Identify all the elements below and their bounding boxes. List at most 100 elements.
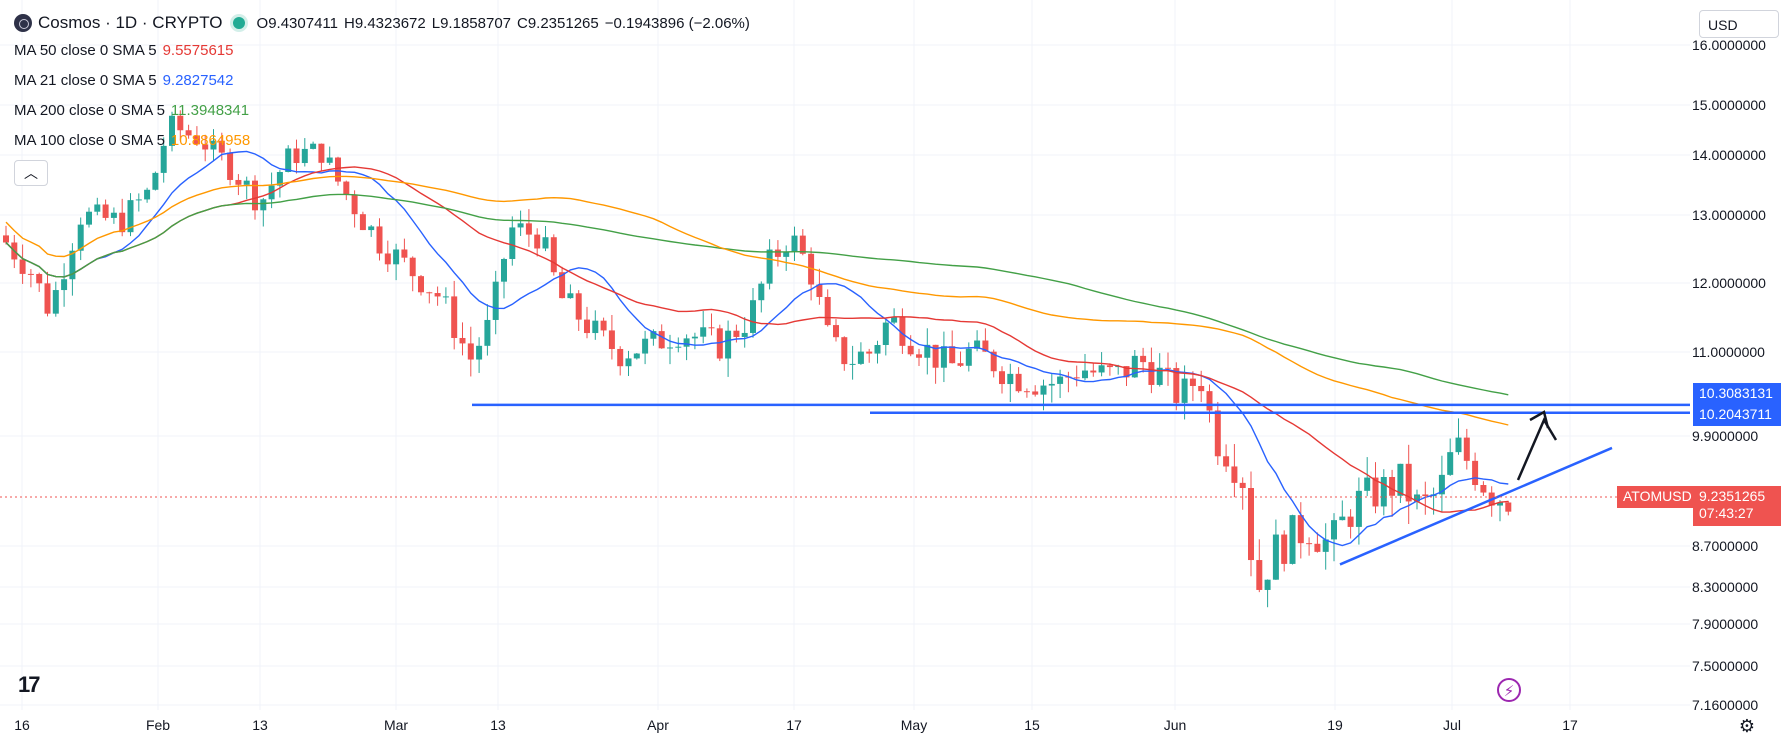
candle-body (608, 330, 615, 349)
x-tick-label: 17 (1562, 717, 1578, 733)
y-tick-label: 7.5000000 (1692, 658, 1758, 674)
candle-body (916, 354, 922, 358)
candle-body (1397, 463, 1404, 496)
candle-body (94, 204, 101, 212)
candle-body (1248, 488, 1254, 561)
candle-body (1173, 368, 1180, 403)
candle-body (1073, 377, 1080, 379)
candle-body (542, 237, 549, 249)
indicator-ma21[interactable]: MA 21 close 0 SMA 5 9.2827542 (14, 66, 750, 96)
indicator-label: MA 21 close 0 SMA 5 (14, 72, 157, 89)
candle-body (1405, 463, 1412, 502)
indicator-ma100[interactable]: MA 100 close 0 SMA 5 10.8864958 (14, 126, 750, 156)
collapse-legend-button[interactable]: ︿ (14, 160, 48, 186)
candle-body (326, 157, 333, 163)
x-tick-label: 13 (252, 717, 268, 733)
candle-body (940, 346, 947, 368)
indicator-ma200[interactable]: MA 200 close 0 SMA 5 11.3948341 (14, 96, 750, 126)
symbol-title[interactable]: Cosmos · 1D · CRYPTO (38, 13, 223, 32)
candle-body (1297, 515, 1304, 544)
indicator-label: MA 50 close 0 SMA 5 (14, 42, 157, 59)
candle-body (874, 344, 881, 354)
candle-body (1289, 515, 1296, 564)
candle-body (808, 253, 815, 285)
candle-body (1165, 367, 1171, 369)
tradingview-logo-icon[interactable]: 17 (18, 672, 41, 697)
candle-body (642, 338, 649, 354)
candle-body (285, 148, 292, 172)
candle-body (3, 235, 9, 243)
candle-body (235, 179, 242, 185)
candle-body (276, 171, 283, 186)
candle-body (227, 152, 234, 180)
candle-body (833, 325, 839, 338)
candle-body (924, 344, 931, 358)
currency-select[interactable]: USD (1699, 10, 1779, 38)
candle-body (52, 290, 59, 314)
candle-body (1463, 437, 1470, 461)
candle-body (716, 328, 723, 359)
candle-body (260, 199, 267, 211)
candle-body (882, 322, 889, 345)
candle-body (351, 194, 358, 215)
x-tick-label: Mar (384, 717, 408, 733)
candle-body (667, 347, 673, 349)
candle-body (69, 250, 76, 280)
candle-body (509, 227, 516, 259)
candle-body (899, 316, 906, 346)
candle-body (1347, 516, 1354, 527)
y-tick-label: 13.0000000 (1692, 207, 1766, 223)
candle-body (77, 224, 84, 251)
candle-body (774, 249, 781, 257)
candle-body (152, 172, 159, 190)
indicator-value: 9.5575615 (162, 42, 234, 59)
x-tick-label: 15 (1024, 717, 1040, 733)
ma200-line (5, 193, 1509, 396)
symbol-header: Cosmos · 1D · CRYPTO O9.4307411 H9.43236… (14, 10, 750, 36)
x-tick-label: Apr (647, 717, 669, 733)
candle-body (658, 331, 665, 349)
candle-body (1505, 502, 1512, 512)
legend: Cosmos · 1D · CRYPTO O9.4307411 H9.43236… (14, 10, 750, 156)
x-tick-label: Feb (146, 717, 170, 733)
indicator-ma50[interactable]: MA 50 close 0 SMA 5 9.5575615 (14, 36, 750, 66)
candle-body (891, 316, 898, 323)
candle-body (451, 296, 458, 338)
candle-body (1223, 456, 1230, 467)
candle-body (1082, 370, 1088, 379)
candle-body (816, 284, 823, 297)
candle-body (1239, 482, 1246, 489)
candle-body (766, 249, 773, 284)
candle-body (393, 249, 400, 265)
lightning-icon[interactable]: ⚡ (1497, 678, 1521, 702)
candle-body (517, 223, 524, 228)
candle-body (1272, 534, 1279, 580)
candle-body (758, 283, 765, 301)
candle-body (44, 283, 51, 314)
candle-body (293, 148, 300, 164)
candle-body (907, 345, 914, 355)
ma100-line (5, 175, 1509, 426)
candle-body (135, 199, 142, 201)
candle-body (1264, 579, 1271, 590)
y-tick-label: 12.0000000 (1692, 275, 1766, 291)
candle-body (675, 346, 682, 348)
market-status-icon[interactable] (232, 17, 245, 29)
candle-body (1256, 560, 1263, 590)
candle-body (119, 212, 126, 233)
settings-gear-icon[interactable]: ⚙ (1738, 716, 1755, 736)
candle-body (1131, 355, 1138, 378)
candle-body (169, 115, 175, 146)
candle-body (857, 351, 864, 364)
candle-body (218, 140, 225, 153)
level-label-lower: 10.2043711 (1693, 404, 1781, 426)
candle-body (683, 338, 690, 347)
y-tick-label: 9.9000000 (1692, 428, 1758, 444)
candle-body (1389, 477, 1396, 496)
candle-body (1198, 385, 1205, 392)
ohlc-open: O9.4307411 (256, 14, 338, 32)
candle-body (965, 348, 972, 366)
level-label-upper: 10.3083131 (1693, 383, 1781, 405)
candle-body (1057, 376, 1064, 384)
